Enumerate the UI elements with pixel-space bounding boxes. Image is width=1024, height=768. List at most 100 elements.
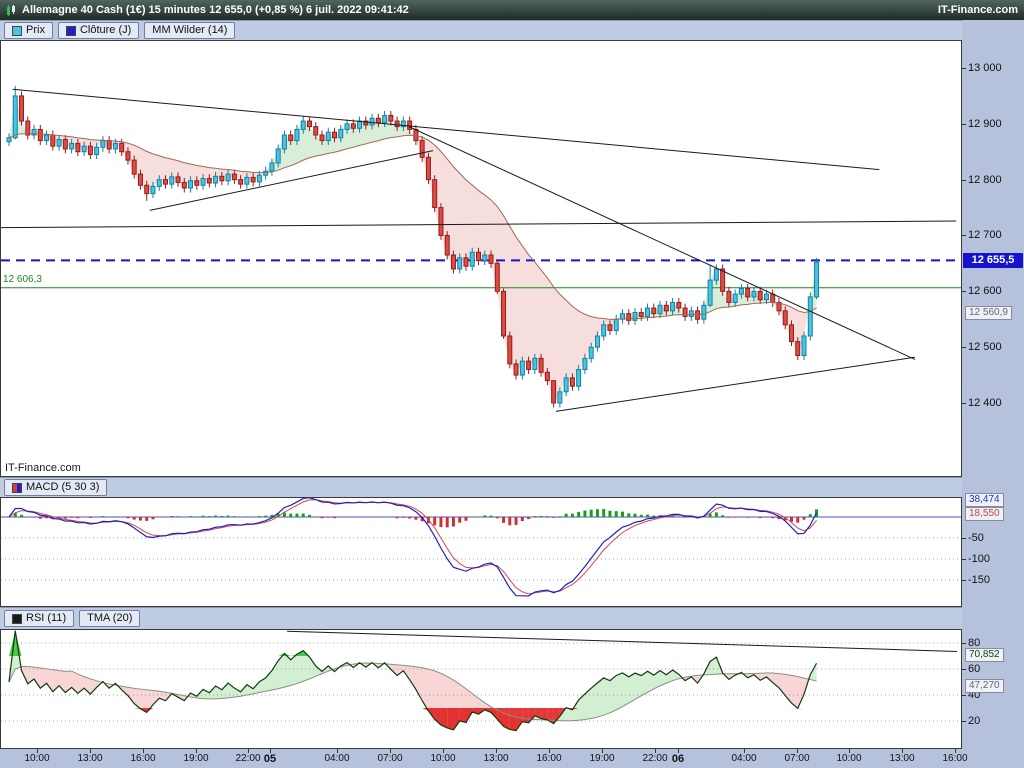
instrument-title: Allemagne 40 Cash (1€) 15 minutes 12 655…: [22, 4, 409, 16]
time-axis-label: 16:00: [942, 753, 968, 764]
macd-axis-tick-mark: [962, 580, 966, 581]
legend-macd-label: MACD (5 30 3): [26, 481, 100, 493]
time-axis-label: 10:00: [24, 753, 50, 764]
macd-axis-tick-mark: [962, 538, 966, 539]
price-axis-tick: 12 900: [968, 117, 1002, 130]
time-axis-tick-mark: [496, 749, 497, 753]
time-axis-day-label: 06: [671, 753, 685, 765]
time-axis-tick-mark: [37, 749, 38, 753]
time-axis-tick-mark: [955, 749, 956, 753]
price-axis-tick: 12 700: [968, 229, 1002, 242]
price-axis-tick-mark: [962, 123, 966, 125]
time-axis-tick-mark: [390, 749, 391, 753]
time-axis-tick-mark: [902, 749, 903, 753]
macd-panel[interactable]: [0, 497, 962, 607]
macd-canvas: [1, 497, 961, 597]
price-axis-tick-mark: [962, 235, 966, 237]
time-axis-tick-mark: [849, 749, 850, 753]
time-axis-tick-mark: [797, 749, 798, 753]
brand-link[interactable]: IT-Finance.com: [937, 4, 1018, 16]
time-axis-tick-mark: [270, 749, 271, 753]
rsi-axis-tick-mark: [962, 643, 966, 644]
legend-prix-label: Prix: [26, 24, 45, 36]
price-axis-tick-mark: [962, 402, 966, 404]
rsi-axis-tick: 60: [968, 663, 981, 675]
time-axis-label: 04:00: [731, 753, 757, 764]
macd-value-label: 38,474: [965, 493, 1004, 507]
macd-axis-tick: -100: [968, 553, 991, 565]
current-price-label: 12 655,5: [963, 253, 1023, 268]
time-axis-tick-mark: [248, 749, 249, 753]
wilder-value-label: 12 560,9: [965, 306, 1012, 320]
time-axis-label: 10:00: [430, 753, 456, 764]
rsi-axis-tick: 20: [968, 715, 981, 727]
legend-chip-mm-wilder[interactable]: MM Wilder (14): [144, 22, 236, 39]
legend-tma-label: TMA (20): [87, 612, 133, 624]
price-axis-tick: 12 400: [968, 396, 1002, 409]
time-axis-label: 22:00: [642, 753, 668, 764]
time-axis-label: 19:00: [183, 753, 209, 764]
time-axis-tick-mark: [678, 749, 679, 753]
watermark: IT-Finance.com: [5, 462, 81, 474]
titlebar: Allemagne 40 Cash (1€) 15 minutes 12 655…: [0, 0, 1024, 20]
legend-chip-tma[interactable]: TMA (20): [79, 610, 141, 627]
price-chart-canvas: [0, 85, 961, 412]
time-axis-label: 13:00: [483, 753, 509, 764]
time-axis-day-label: 05: [263, 753, 277, 765]
time-axis-tick-mark: [196, 749, 197, 753]
time-axis-label: 16:00: [130, 753, 156, 764]
time-axis-tick-mark: [90, 749, 91, 753]
price-axis-tick-mark: [962, 291, 966, 293]
cloture-swatch-icon: [65, 25, 76, 36]
rsi-axis-tick-mark: [962, 669, 966, 670]
rsi-canvas: [1, 630, 961, 732]
price-axis-tick-mark: [962, 347, 966, 349]
price-chart-panel[interactable]: [0, 40, 962, 477]
rsi-panel[interactable]: [0, 629, 962, 749]
price-axis-tick: 12 600: [968, 285, 1002, 298]
rsi-axis-tick: 80: [968, 637, 981, 649]
legend-chip-cloture[interactable]: Clôture (J): [57, 22, 140, 39]
price-axis-tick: 12 800: [968, 173, 1002, 186]
price-axis-tick-mark: [962, 68, 966, 69]
legend-rsi-label: RSI (11): [26, 612, 67, 624]
rsi-legend-band: RSI (11) TMA (20): [0, 607, 962, 629]
tma-value-label: 47,270: [965, 679, 1004, 693]
legend-chip-rsi[interactable]: RSI (11): [4, 610, 75, 627]
rsi-swatch-icon: [12, 613, 22, 624]
macd-swatch-icon: [12, 482, 22, 493]
price-axis-tick: 13 000: [968, 62, 1002, 74]
price-legend-band: Prix Clôture (J) MM Wilder (14): [0, 20, 962, 40]
legend-cloture-label: Clôture (J): [79, 24, 132, 36]
time-axis-tick-mark: [549, 749, 550, 753]
rsi-axis-tick-mark: [962, 695, 966, 696]
time-axis-tick-mark: [337, 749, 338, 753]
time-axis-label: 10:00: [836, 753, 862, 764]
legend-chip-macd[interactable]: MACD (5 30 3): [4, 479, 108, 496]
time-axis-label: 22:00: [235, 753, 261, 764]
time-axis-tick-mark: [744, 749, 745, 753]
macd-signal-value-label: 18,550: [965, 507, 1004, 521]
time-axis-tick-mark: [655, 749, 656, 753]
time-axis-tick-mark: [143, 749, 144, 753]
legend-mm-wilder-label: MM Wilder (14): [152, 24, 228, 36]
legend-chip-prix[interactable]: Prix: [4, 22, 53, 39]
time-axis-label: 16:00: [536, 753, 562, 764]
time-axis-label: 13:00: [889, 753, 915, 764]
time-axis-tick-mark: [443, 749, 444, 753]
time-axis-tick-mark: [602, 749, 603, 753]
macd-axis-tick: -50: [968, 532, 984, 544]
price-axis-tick-mark: [962, 179, 966, 181]
time-axis-label: 04:00: [324, 753, 350, 764]
rsi-value-label: 70,852: [965, 648, 1004, 662]
macd-axis-tick: -150: [968, 574, 991, 586]
time-axis-label: 13:00: [77, 753, 103, 764]
prix-swatch-icon: [12, 25, 22, 36]
macd-axis-tick-mark: [962, 559, 966, 560]
time-axis-label: 07:00: [784, 753, 810, 764]
macd-legend-band: MACD (5 30 3): [0, 477, 962, 497]
price-axis-tick: 12 500: [968, 341, 1002, 354]
green-level-label: 12 606,3: [3, 274, 42, 285]
time-axis-label: 19:00: [589, 753, 615, 764]
